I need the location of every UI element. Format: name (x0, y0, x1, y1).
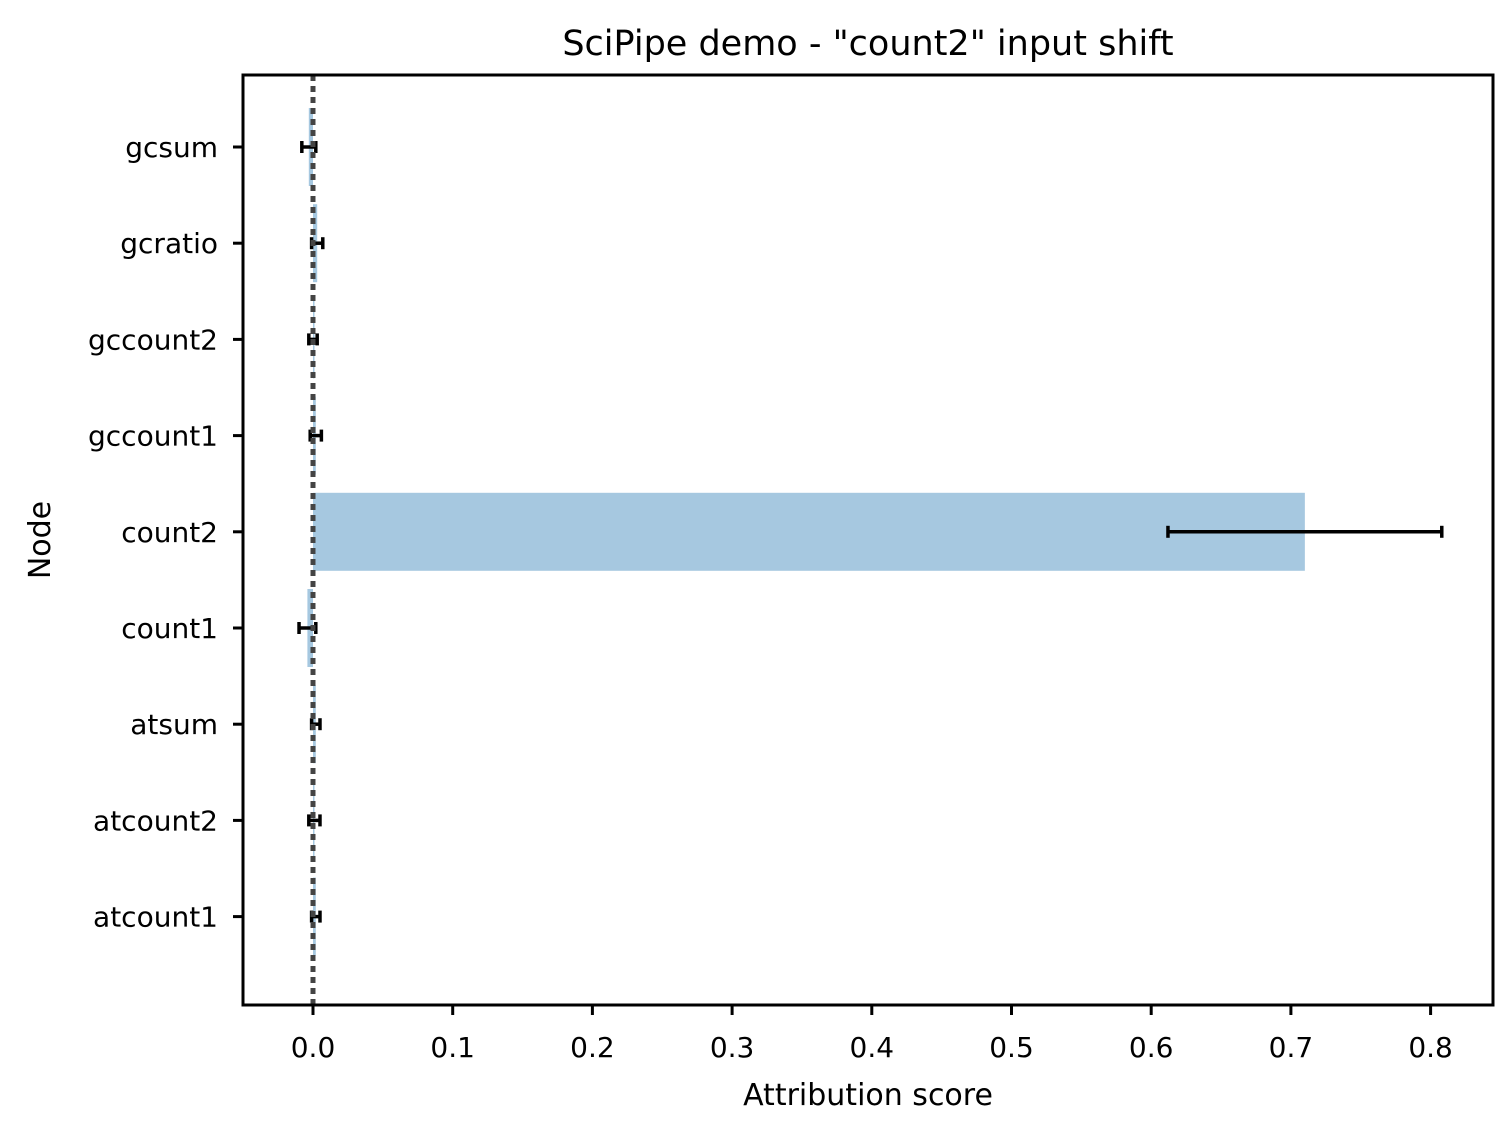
bars-layer (307, 108, 1305, 956)
chart-title: SciPipe demo - "count2" input shift (562, 24, 1173, 64)
x-tick-label-4: 0.4 (850, 1031, 895, 1064)
y-tick-label-count2: count2 (121, 516, 218, 549)
x-tick-label-8: 0.8 (1408, 1031, 1453, 1064)
y-axis-label: Node (23, 501, 58, 579)
x-tick-label-3: 0.3 (710, 1031, 755, 1064)
y-tick-label-gcratio: gcratio (120, 227, 218, 260)
y-tick-label-gccount1: gccount1 (88, 420, 218, 453)
x-tick-label-7: 0.7 (1269, 1031, 1314, 1064)
x-tick-label-6: 0.6 (1129, 1031, 1174, 1064)
plot-frame (241, 73, 1495, 1007)
y-tick-label-atsum: atsum (130, 708, 218, 741)
x-tick-label-5: 0.5 (989, 1031, 1034, 1064)
x-axis-label: Attribution score (743, 1078, 993, 1113)
x-tick-label-1: 0.1 (430, 1031, 475, 1064)
error-bar-count2 (1166, 525, 1444, 538)
error-bar-atcount2 (307, 814, 322, 827)
y-axis: gcsum gcratio gccount2 gccount1 count2 count1… (88, 131, 243, 934)
x-tick-label-0: 0.0 (291, 1031, 336, 1064)
y-tick-label-gccount2: gccount2 (88, 323, 218, 356)
error-bar-gccount1 (308, 429, 324, 442)
x-tick-label-2: 0.2 (570, 1031, 615, 1064)
x-axis: 0.0 0.1 0.2 0.3 0.4 0.5 0.6 0.7 0.8 (291, 1005, 1453, 1064)
y-tick-label-atcount2: atcount2 (93, 804, 218, 837)
y-tick-label-atcount1: atcount1 (93, 901, 218, 934)
error-bars-layer (297, 141, 1444, 923)
bar-count2 (313, 492, 1305, 571)
y-tick-label-count1: count1 (121, 612, 218, 645)
y-tick-label-gcsum: gcsum (125, 131, 218, 164)
